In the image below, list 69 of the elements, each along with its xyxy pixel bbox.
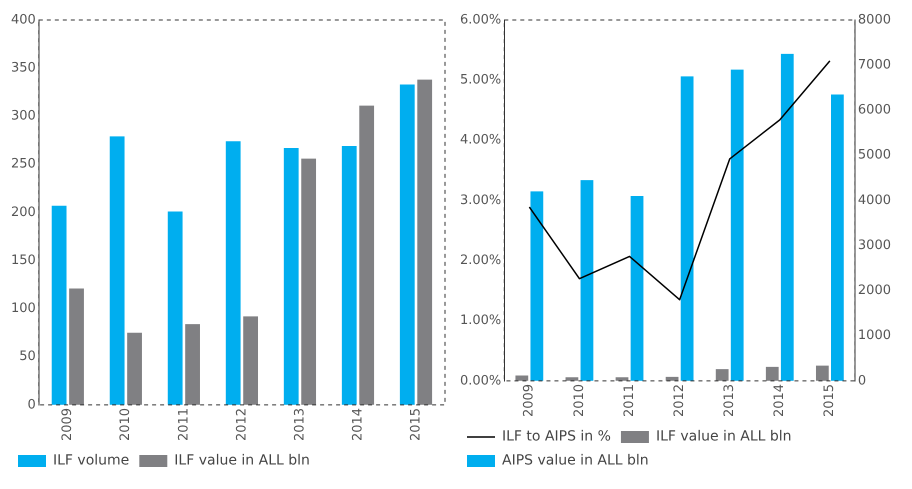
y-tick-label: 0	[28, 397, 36, 412]
bar	[284, 148, 299, 405]
y-tick-label: 5.00%	[460, 72, 502, 88]
y2-tick-label: 7000	[858, 57, 892, 72]
bar	[168, 211, 183, 405]
bar	[716, 369, 729, 381]
y-tick-label: 100	[10, 301, 36, 316]
x-tick-label: 2014	[350, 408, 366, 442]
y-tick-label: 4.00%	[460, 132, 502, 148]
legend-label: ILF to AIPS in %	[502, 428, 611, 445]
x-tick-label: 2015	[822, 384, 838, 418]
legend-label: ILF value in ALL bln	[174, 452, 310, 469]
x-tick-label: 2012	[672, 384, 687, 418]
legend-label: ILF value in ALL bln	[656, 428, 792, 445]
y-tick-label: 250	[10, 156, 36, 172]
bar	[226, 141, 241, 405]
bar	[110, 136, 125, 405]
bar	[243, 316, 258, 405]
y-tick-label: 3.00%	[460, 192, 502, 208]
y-tick-label: 6.00%	[460, 12, 502, 28]
bar	[780, 54, 794, 381]
y-tick-label: 2.00%	[460, 252, 502, 268]
y-tick-label: 350	[10, 60, 36, 76]
y-tick-label: 1.00%	[460, 313, 502, 328]
x-tick-label: 2009	[522, 384, 537, 418]
bar	[301, 158, 316, 405]
y2-tick-label: 6000	[858, 102, 892, 118]
y-tick-label: 150	[10, 252, 36, 268]
y2-tick-label: 4000	[858, 192, 892, 208]
bar	[766, 366, 779, 381]
y2-tick-label: 1000	[858, 328, 892, 344]
bar	[831, 94, 844, 381]
y-tick-label: 400	[10, 12, 36, 28]
bar	[680, 76, 694, 381]
y-tick-label: 200	[10, 204, 36, 220]
bar	[69, 288, 84, 405]
x-tick-label: 2011	[176, 408, 192, 442]
y-tick-label: 300	[10, 108, 36, 124]
y2-tick-label: 0	[858, 373, 866, 388]
legend-label: AIPS value in ALL bln	[502, 452, 649, 469]
y-tick-label: 0.00%	[460, 373, 502, 388]
bar	[816, 366, 829, 381]
y-tick-label: 50	[19, 349, 36, 364]
x-tick-label: 2011	[622, 384, 637, 418]
x-tick-label: 2010	[572, 384, 587, 418]
x-tick-label: 2014	[772, 384, 788, 418]
y2-tick-label: 5000	[858, 148, 892, 163]
bar	[515, 376, 528, 381]
x-tick-label: 2012	[234, 408, 250, 442]
bar	[417, 80, 432, 405]
bar	[342, 146, 357, 405]
bar	[185, 324, 200, 405]
bar	[127, 332, 142, 405]
y2-tick-label: 8000	[858, 12, 892, 28]
bar	[359, 106, 374, 405]
bar	[580, 180, 594, 381]
bar	[730, 70, 744, 381]
bar	[630, 196, 644, 381]
y2-tick-label: 3000	[858, 238, 892, 253]
x-tick-label: 2013	[722, 384, 738, 418]
bar	[400, 84, 415, 405]
bar	[52, 206, 67, 405]
x-tick-label: 2009	[60, 408, 76, 442]
legend-label: ILF volume	[53, 452, 130, 469]
x-tick-label: 2010	[118, 408, 134, 442]
bar	[530, 191, 544, 381]
y2-tick-label: 2000	[858, 283, 892, 298]
x-tick-label: 2013	[292, 408, 308, 442]
x-tick-label: 2015	[408, 408, 424, 442]
